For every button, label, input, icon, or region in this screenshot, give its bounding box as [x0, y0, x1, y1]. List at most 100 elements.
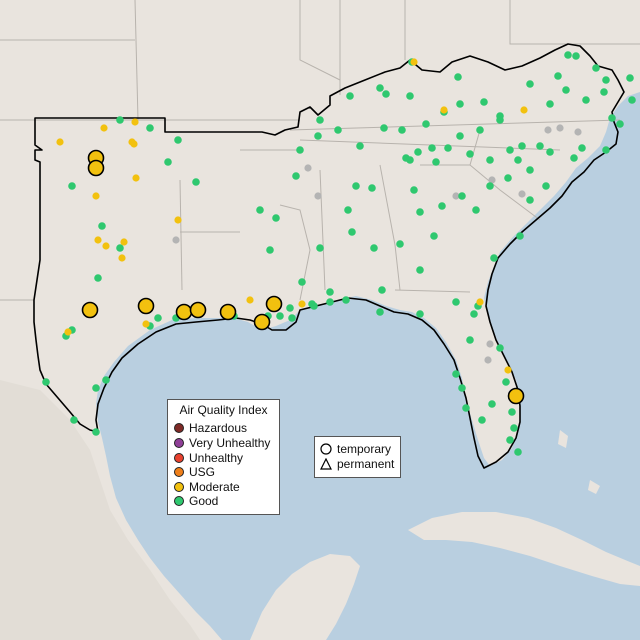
good-monitor-marker[interactable] [430, 232, 438, 240]
good-monitor-marker[interactable] [146, 124, 154, 132]
good-monitor-marker[interactable] [600, 88, 608, 96]
good-monitor-marker[interactable] [406, 156, 414, 164]
no-data-monitor-marker[interactable] [314, 192, 322, 200]
moderate-temporary-monitor-marker[interactable] [507, 387, 525, 405]
good-monitor-marker[interactable] [508, 408, 516, 416]
moderate-monitor-marker[interactable] [246, 296, 254, 304]
good-monitor-marker[interactable] [478, 416, 486, 424]
good-monitor-marker[interactable] [428, 144, 436, 152]
good-monitor-marker[interactable] [486, 156, 494, 164]
moderate-monitor-marker[interactable] [100, 124, 108, 132]
good-monitor-marker[interactable] [406, 92, 414, 100]
good-monitor-marker[interactable] [608, 114, 616, 122]
no-data-monitor-marker[interactable] [172, 236, 180, 244]
moderate-monitor-marker[interactable] [174, 216, 182, 224]
good-monitor-marker[interactable] [518, 142, 526, 150]
good-monitor-marker[interactable] [398, 126, 406, 134]
no-data-monitor-marker[interactable] [574, 128, 582, 136]
no-data-monitor-marker[interactable] [486, 340, 494, 348]
moderate-monitor-marker[interactable] [56, 138, 64, 146]
moderate-temporary-monitor-marker[interactable] [265, 295, 283, 313]
good-monitor-marker[interactable] [506, 146, 514, 154]
moderate-monitor-marker[interactable] [131, 118, 139, 126]
good-monitor-marker[interactable] [562, 86, 570, 94]
good-monitor-marker[interactable] [526, 196, 534, 204]
good-monitor-marker[interactable] [592, 64, 600, 72]
good-monitor-marker[interactable] [376, 308, 384, 316]
good-monitor-marker[interactable] [466, 336, 474, 344]
good-monitor-marker[interactable] [546, 148, 554, 156]
moderate-monitor-marker[interactable] [92, 192, 100, 200]
good-monitor-marker[interactable] [256, 206, 264, 214]
good-monitor-marker[interactable] [70, 416, 78, 424]
moderate-monitor-marker[interactable] [504, 366, 512, 374]
good-monitor-marker[interactable] [368, 184, 376, 192]
good-monitor-marker[interactable] [102, 376, 110, 384]
moderate-monitor-marker[interactable] [118, 254, 126, 262]
no-data-monitor-marker[interactable] [544, 126, 552, 134]
good-monitor-marker[interactable] [514, 156, 522, 164]
good-monitor-marker[interactable] [564, 51, 572, 59]
good-monitor-marker[interactable] [416, 208, 424, 216]
no-data-monitor-marker[interactable] [452, 192, 460, 200]
good-monitor-marker[interactable] [510, 424, 518, 432]
good-monitor-marker[interactable] [578, 144, 586, 152]
good-monitor-marker[interactable] [546, 100, 554, 108]
good-monitor-marker[interactable] [174, 136, 182, 144]
good-monitor-marker[interactable] [164, 158, 172, 166]
good-monitor-marker[interactable] [376, 84, 384, 92]
moderate-temporary-monitor-marker[interactable] [219, 303, 237, 321]
moderate-temporary-monitor-marker[interactable] [87, 159, 105, 177]
good-monitor-marker[interactable] [116, 116, 124, 124]
moderate-monitor-marker[interactable] [120, 238, 128, 246]
moderate-temporary-monitor-marker[interactable] [189, 301, 207, 319]
good-monitor-marker[interactable] [414, 148, 422, 156]
moderate-temporary-monitor-marker[interactable] [81, 301, 99, 319]
good-monitor-marker[interactable] [310, 302, 318, 310]
good-monitor-marker[interactable] [296, 146, 304, 154]
good-monitor-marker[interactable] [92, 428, 100, 436]
good-monitor-marker[interactable] [316, 244, 324, 252]
moderate-monitor-marker[interactable] [476, 298, 484, 306]
good-monitor-marker[interactable] [458, 384, 466, 392]
good-monitor-marker[interactable] [554, 72, 562, 80]
good-monitor-marker[interactable] [432, 158, 440, 166]
good-monitor-marker[interactable] [490, 254, 498, 262]
good-monitor-marker[interactable] [92, 384, 100, 392]
moderate-temporary-monitor-marker[interactable] [175, 303, 193, 321]
good-monitor-marker[interactable] [380, 124, 388, 132]
good-monitor-marker[interactable] [496, 116, 504, 124]
good-monitor-marker[interactable] [486, 182, 494, 190]
good-monitor-marker[interactable] [438, 202, 446, 210]
moderate-monitor-marker[interactable] [142, 320, 150, 328]
good-monitor-marker[interactable] [286, 304, 294, 312]
good-monitor-marker[interactable] [526, 166, 534, 174]
moderate-monitor-marker[interactable] [128, 138, 136, 146]
good-monitor-marker[interactable] [326, 298, 334, 306]
good-monitor-marker[interactable] [470, 310, 478, 318]
moderate-monitor-marker[interactable] [410, 58, 418, 66]
moderate-monitor-marker[interactable] [440, 106, 448, 114]
moderate-monitor-marker[interactable] [298, 300, 306, 308]
good-monitor-marker[interactable] [192, 178, 200, 186]
good-monitor-marker[interactable] [628, 96, 636, 104]
moderate-monitor-marker[interactable] [132, 174, 140, 182]
good-monitor-marker[interactable] [456, 100, 464, 108]
good-monitor-marker[interactable] [352, 182, 360, 190]
good-monitor-marker[interactable] [266, 246, 274, 254]
good-monitor-marker[interactable] [462, 404, 470, 412]
good-monitor-marker[interactable] [602, 76, 610, 84]
good-monitor-marker[interactable] [422, 120, 430, 128]
good-monitor-marker[interactable] [276, 312, 284, 320]
good-monitor-marker[interactable] [316, 116, 324, 124]
moderate-temporary-monitor-marker[interactable] [253, 313, 271, 331]
good-monitor-marker[interactable] [602, 146, 610, 154]
good-monitor-marker[interactable] [94, 274, 102, 282]
good-monitor-marker[interactable] [496, 344, 504, 352]
good-monitor-marker[interactable] [536, 142, 544, 150]
no-data-monitor-marker[interactable] [556, 124, 564, 132]
good-monitor-marker[interactable] [466, 150, 474, 158]
good-monitor-marker[interactable] [298, 278, 306, 286]
good-monitor-marker[interactable] [582, 96, 590, 104]
good-monitor-marker[interactable] [326, 288, 334, 296]
